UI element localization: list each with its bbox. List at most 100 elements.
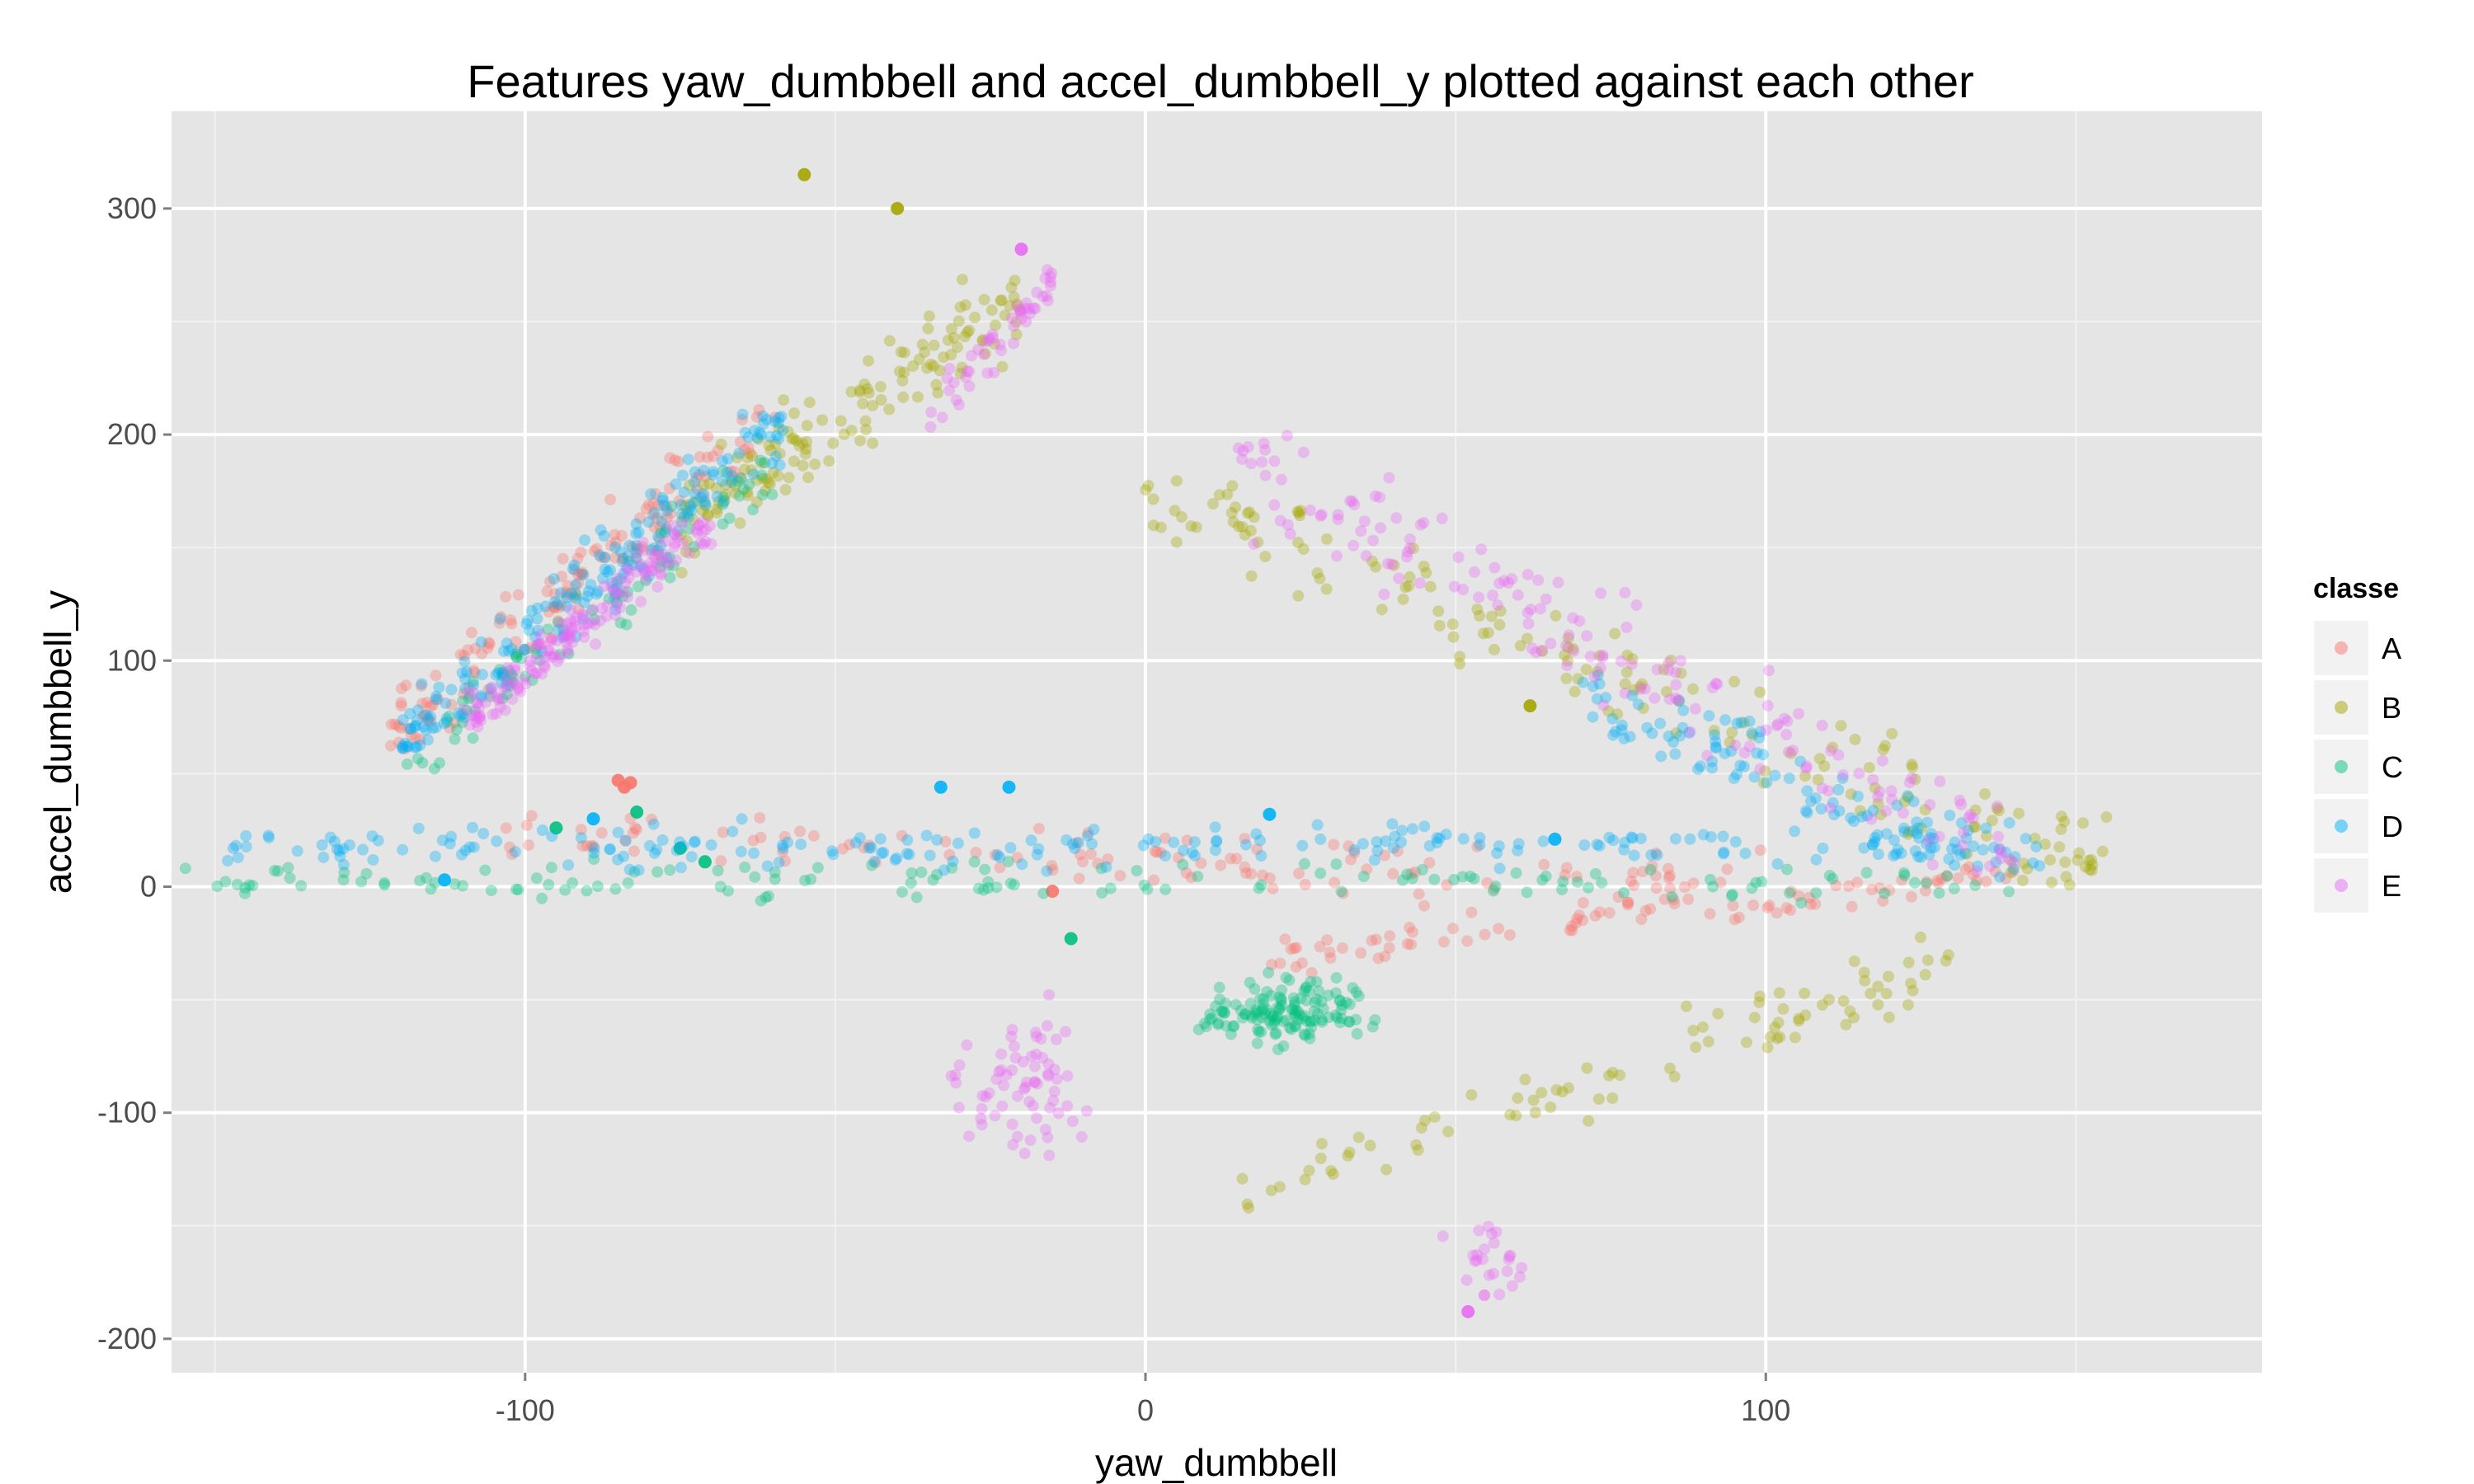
data-point-E <box>487 681 499 693</box>
data-point-C <box>269 865 281 877</box>
data-point-D <box>1898 822 1910 834</box>
data-point-B <box>1559 649 1571 661</box>
data-point-D <box>401 740 413 753</box>
data-point-C <box>457 695 468 707</box>
data-point-C <box>1277 1016 1290 1028</box>
data-point-C <box>1351 1028 1363 1040</box>
data-point-C <box>1540 870 1552 882</box>
data-point-A <box>1970 875 1982 887</box>
data-point-B <box>680 546 692 558</box>
data-point-D <box>678 486 690 498</box>
data-point-B <box>952 341 963 354</box>
data-point-D <box>240 841 252 852</box>
data-point-E <box>587 603 599 616</box>
data-point-D <box>548 573 560 585</box>
data-point-C <box>1274 1003 1286 1015</box>
data-point-D <box>1746 727 1758 740</box>
data-point-B <box>928 339 940 351</box>
data-point-E <box>1259 444 1271 456</box>
data-point-A <box>1884 884 1895 896</box>
data-point-D <box>240 830 252 842</box>
data-point-B <box>1236 1172 1249 1185</box>
data-point-C <box>1235 1004 1247 1017</box>
data-point-A <box>694 451 706 463</box>
data-point-C <box>1795 897 1808 909</box>
data-point-A <box>673 495 685 507</box>
data-point-E <box>950 394 962 406</box>
data-point-A <box>837 843 849 855</box>
data-point-E <box>1332 514 1344 525</box>
data-point-B <box>2053 841 2066 853</box>
data-point-B <box>1606 1092 1619 1105</box>
data-point-C <box>420 871 432 884</box>
data-point-B <box>1474 610 1485 622</box>
data-point-D <box>775 411 788 423</box>
data-point-B <box>1169 505 1181 517</box>
data-point-C <box>1401 868 1413 881</box>
data-point-E <box>1501 1266 1513 1277</box>
data-point-D <box>570 579 582 591</box>
data-point-E <box>1045 276 1057 289</box>
data-point-B <box>1702 1036 1714 1048</box>
data-point-D <box>1717 848 1729 860</box>
data-point-E <box>988 366 1000 378</box>
data-point-E <box>943 363 956 375</box>
data-point-E <box>993 1065 1005 1078</box>
data-point-E <box>1042 1068 1055 1080</box>
data-point-C <box>239 887 251 899</box>
data-point-B <box>1799 987 1811 999</box>
data-point-E <box>1358 515 1371 528</box>
data-point-A <box>1263 872 1276 885</box>
data-point-C <box>1008 879 1020 891</box>
data-point-A <box>1372 952 1385 965</box>
data-point-D <box>440 697 452 710</box>
data-point-C <box>1827 872 1839 885</box>
data-point-B <box>938 351 950 364</box>
data-point-D <box>477 828 490 839</box>
data-point-D <box>1315 833 1327 845</box>
data-point-E <box>1452 551 1465 563</box>
data-point-C <box>1300 1015 1312 1027</box>
data-point-C <box>1206 1012 1218 1025</box>
data-point-C <box>737 483 750 495</box>
data-point-E <box>1401 546 1413 558</box>
data-point-D <box>553 623 565 636</box>
data-point-E <box>1046 267 1058 279</box>
data-point-A <box>728 466 741 478</box>
data-point-E <box>1032 1078 1043 1090</box>
data-point-C <box>1251 1013 1263 1026</box>
data-point-D <box>601 566 614 578</box>
data-point-E <box>1710 678 1722 689</box>
data-point-A <box>712 444 724 457</box>
data-point-C <box>620 618 633 631</box>
data-point-E <box>1014 304 1027 317</box>
data-point-B <box>1185 520 1197 533</box>
data-point-A <box>1266 959 1277 970</box>
data-point-A <box>617 552 628 565</box>
data-point-C <box>1261 986 1273 998</box>
data-point-A <box>495 611 507 623</box>
data-point-D <box>1537 835 1550 848</box>
data-point-B <box>1225 507 1238 519</box>
data-point-D <box>733 447 745 459</box>
data-point-B <box>788 455 800 467</box>
data-point-E <box>1561 660 1573 672</box>
data-point-D <box>1731 717 1743 730</box>
data-point-D <box>1593 678 1606 690</box>
data-point-B <box>1320 533 1333 545</box>
data-point-A <box>430 669 442 682</box>
data-point-B <box>1921 954 1934 966</box>
data-point-C <box>717 518 729 530</box>
data-point-B <box>1527 1094 1540 1106</box>
data-point-D <box>1684 833 1696 845</box>
data-point-E <box>509 665 521 677</box>
data-point-D <box>2020 833 2032 845</box>
data-point-B <box>1190 521 1202 533</box>
data-point-B <box>1352 1131 1365 1144</box>
data-point-A <box>747 834 760 847</box>
data-point-B <box>675 528 687 541</box>
data-point-E <box>1963 811 1975 824</box>
data-point-D <box>532 602 543 614</box>
data-point-D <box>404 707 416 720</box>
data-point-A <box>1877 895 1889 907</box>
